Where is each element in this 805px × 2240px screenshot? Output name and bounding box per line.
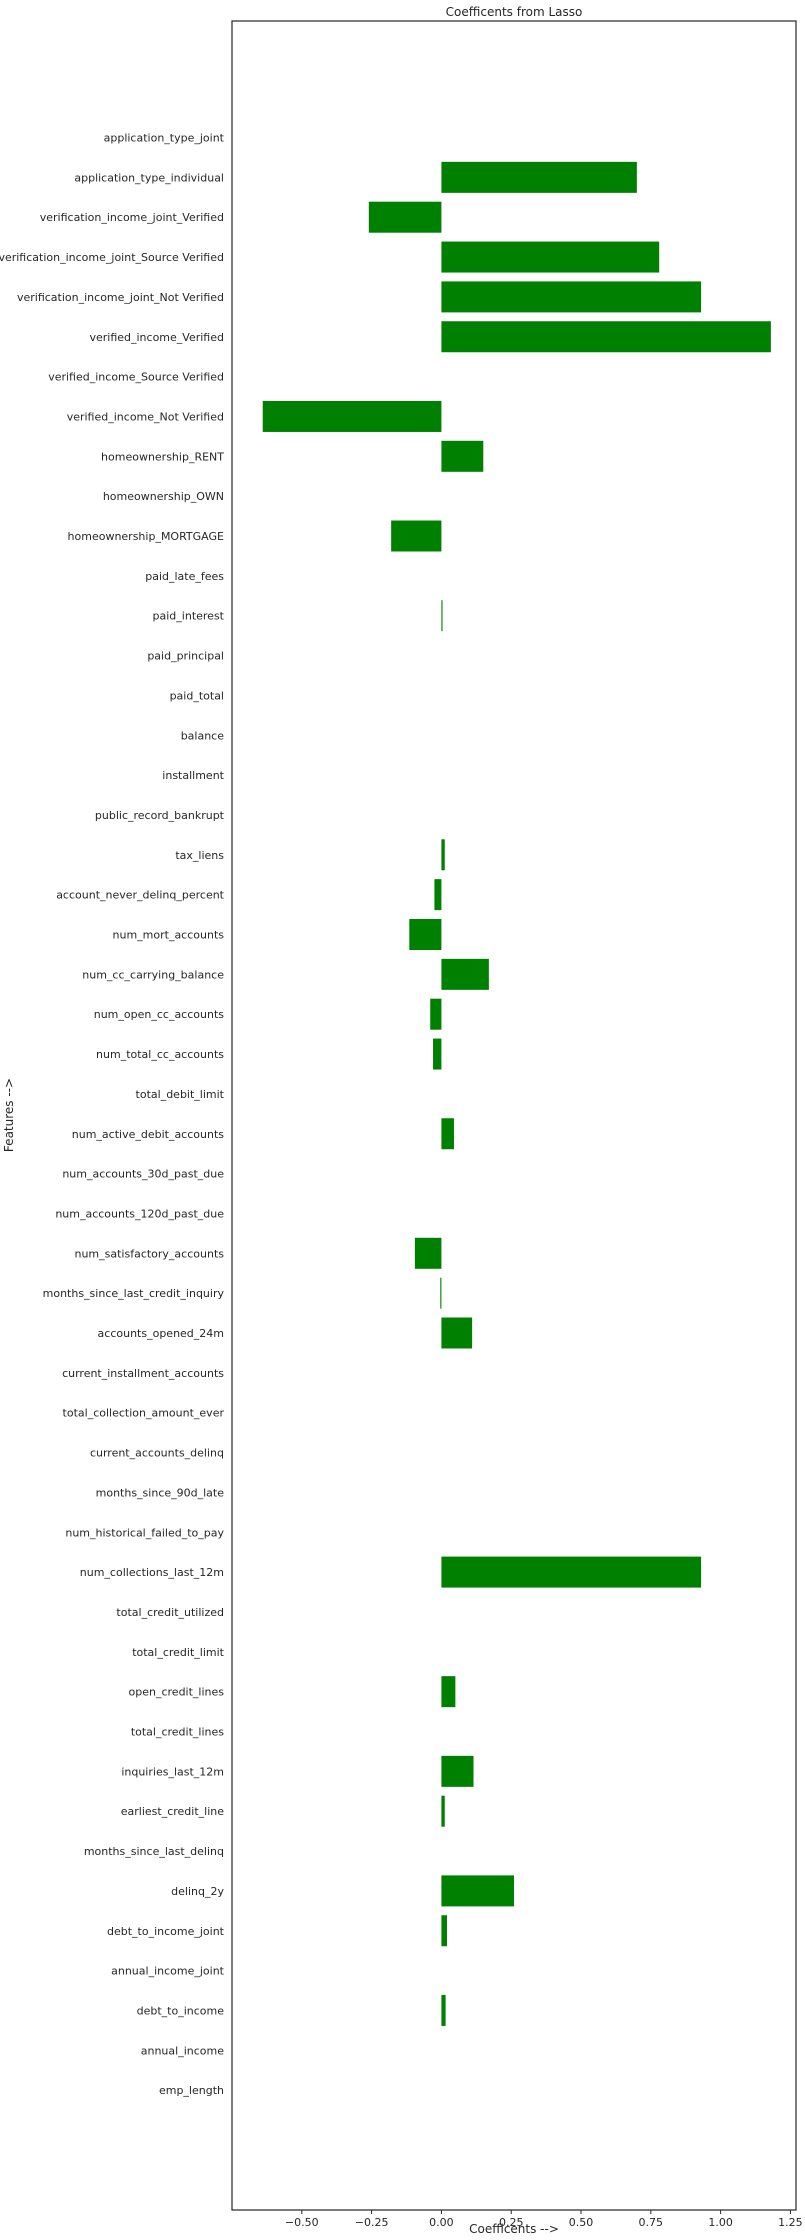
bar-open-credit-lines [441,1676,456,1708]
y-tick-label-homeownership-rent: homeownership_RENT [101,450,224,463]
y-tick-label-verification-income-joint-verified: verification_income_joint_Verified [40,211,224,224]
x-tick-label: −0.50 [285,2216,319,2229]
x-axis-ticks: −0.50 −0.25 0.00 0.25 0.50 0.75 1.00 1.25 [285,2210,803,2229]
x-tick-label: 1.00 [708,2216,733,2229]
bar-verification-income-joint-verified [368,201,442,233]
bar-account-never-delinq-percent [434,879,442,911]
bar-num-collections-last-12m [441,1556,702,1588]
y-tick-label-verification-income-joint-not-verified: verification_income_joint_Not Verified [17,291,224,304]
y-tick-label-public-record-bankrupt: public_record_bankrupt [95,809,225,822]
bar-accounts-opened-24m [441,1317,473,1349]
chart-title: Coefficents from Lasso [446,5,583,19]
bar-delinq-2y [441,1875,514,1907]
y-tick-label-verified-income-not-verified: verified_income_Not Verified [67,410,224,423]
y-tick-label-debt-to-income: debt_to_income [137,2004,225,2017]
y-tick-label-current-installment-accounts: current_installment_accounts [62,1367,224,1380]
y-tick-label-num-cc-carrying-balance: num_cc_carrying_balance [82,968,224,981]
y-tick-label-annual-income-joint: annual_income_joint [111,1965,225,1978]
y-tick-label-months-since-last-credit-inquiry: months_since_last_credit_inquiry [43,1287,225,1300]
bar-num-satisfactory-accounts [414,1237,442,1269]
y-tick-label-application-type-individual: application_type_individual [74,171,224,184]
x-tick-label: 0.50 [569,2216,594,2229]
y-tick-label-num-open-cc-accounts: num_open_cc_accounts [94,1008,225,1021]
y-tick-label-total-credit-utilized: total_credit_utilized [116,1606,224,1619]
y-tick-label-homeownership-mortgage: homeownership_MORTGAGE [68,530,225,543]
y-tick-label-annual-income: annual_income [141,2044,224,2057]
bar-num-mort-accounts [409,919,442,950]
y-tick-label-paid-late-fees: paid_late_fees [145,570,224,583]
y-tick-label-verification-income-joint-source-verified: verification_income_joint_Source Verifie… [0,251,224,264]
y-tick-label-accounts-opened-24m: accounts_opened_24m [98,1327,224,1340]
x-tick-label: 0.25 [499,2216,524,2229]
bar-paid-interest [441,600,443,632]
y-tick-label-num-collections-last-12m: num_collections_last_12m [80,1566,224,1579]
bar-earliest-credit-line [441,1795,445,1827]
bar-num-open-cc-accounts [430,998,442,1030]
x-axis-label: Coefficents --> [469,2222,559,2236]
y-tick-label-homeownership-own: homeownership_OWN [103,490,224,503]
y-tick-label-total-debit-limit: total_debit_limit [136,1088,225,1101]
bars-layer [262,161,771,2026]
y-tick-labels: application_type_joint application_type_i… [0,132,225,2098]
x-tick-label: 0.00 [429,2216,454,2229]
y-tick-label-paid-interest: paid_interest [153,610,225,623]
y-tick-label-num-total-cc-accounts: num_total_cc_accounts [96,1048,224,1061]
bar-debt-to-income-joint [441,1915,447,1947]
y-tick-label-num-satisfactory-accounts: num_satisfactory_accounts [74,1247,224,1260]
bar-num-active-debit-accounts [441,1118,454,1150]
y-tick-label-open-credit-lines: open_credit_lines [129,1686,225,1699]
y-tick-label-balance: balance [181,729,225,742]
y-tick-label-months-since-90d-late: months_since_90d_late [96,1486,225,1499]
bar-verification-income-joint-source-verified [441,241,660,273]
bar-tax-liens [441,839,445,871]
y-tick-label-delinq-2y: delinq_2y [171,1885,224,1898]
y-tick-label-total-credit-lines: total_credit_lines [131,1726,224,1739]
y-tick-label-account-never-delinq-percent: account_never_delinq_percent [56,889,224,902]
y-tick-label-earliest-credit-line: earliest_credit_line [121,1805,224,1818]
y-tick-label-verified-income-source-verified: verified_income_Source Verified [48,371,224,384]
x-tick-label: 0.75 [639,2216,664,2229]
bar-homeownership-mortgage [391,520,442,552]
y-tick-label-months-since-last-delinq: months_since_last_delinq [84,1845,224,1858]
bar-verified-income-not-verified [262,400,442,432]
y-tick-label-tax-liens: tax_liens [175,849,224,862]
y-tick-label-debt-to-income-joint: debt_to_income_joint [107,1925,225,1938]
y-tick-label-verified-income-verified: verified_income_Verified [89,331,224,344]
bar-verification-income-joint-not-verified [441,281,702,313]
y-axis-label: Features --> [2,1078,16,1152]
y-tick-label-num-mort-accounts: num_mort_accounts [113,929,225,942]
y-tick-label-total-credit-limit: total_credit_limit [132,1646,224,1659]
y-tick-label-num-accounts-120d-past-due: num_accounts_120d_past_due [55,1207,224,1220]
x-tick-label: −0.25 [355,2216,389,2229]
y-tick-label-num-historical-failed-to-pay: num_historical_failed_to_pay [65,1526,224,1539]
bar-debt-to-income [441,1994,446,2026]
bar-num-total-cc-accounts [433,1038,442,1070]
y-tick-label-current-accounts-delinq: current_accounts_delinq [90,1447,224,1460]
y-tick-label-num-accounts-30d-past-due: num_accounts_30d_past_due [62,1168,224,1181]
y-tick-label-paid-total: paid_total [170,689,224,702]
y-tick-label-installment: installment [162,769,224,782]
bar-application-type-individual [441,161,637,193]
plot-frame [231,20,797,2211]
y-tick-label-application-type-joint: application_type_joint [104,132,225,145]
x-tick-label: 1.25 [778,2216,803,2229]
y-tick-label-inquiries-last-12m: inquiries_last_12m [121,1765,224,1778]
bar-inquiries-last-12m [441,1755,474,1787]
y-tick-label-paid-principal: paid_principal [147,650,224,663]
bar-months-since-last-credit-inquiry [440,1277,442,1309]
y-tick-label-total-collection-amount-ever: total_collection_amount_ever [63,1407,225,1420]
bar-homeownership-rent [441,440,484,472]
y-tick-label-emp-length: emp_length [159,2084,224,2097]
bar-verified-income-verified [441,321,771,353]
y-tick-label-num-active-debit-accounts: num_active_debit_accounts [72,1128,225,1141]
bar-num-cc-carrying-balance [441,958,489,990]
